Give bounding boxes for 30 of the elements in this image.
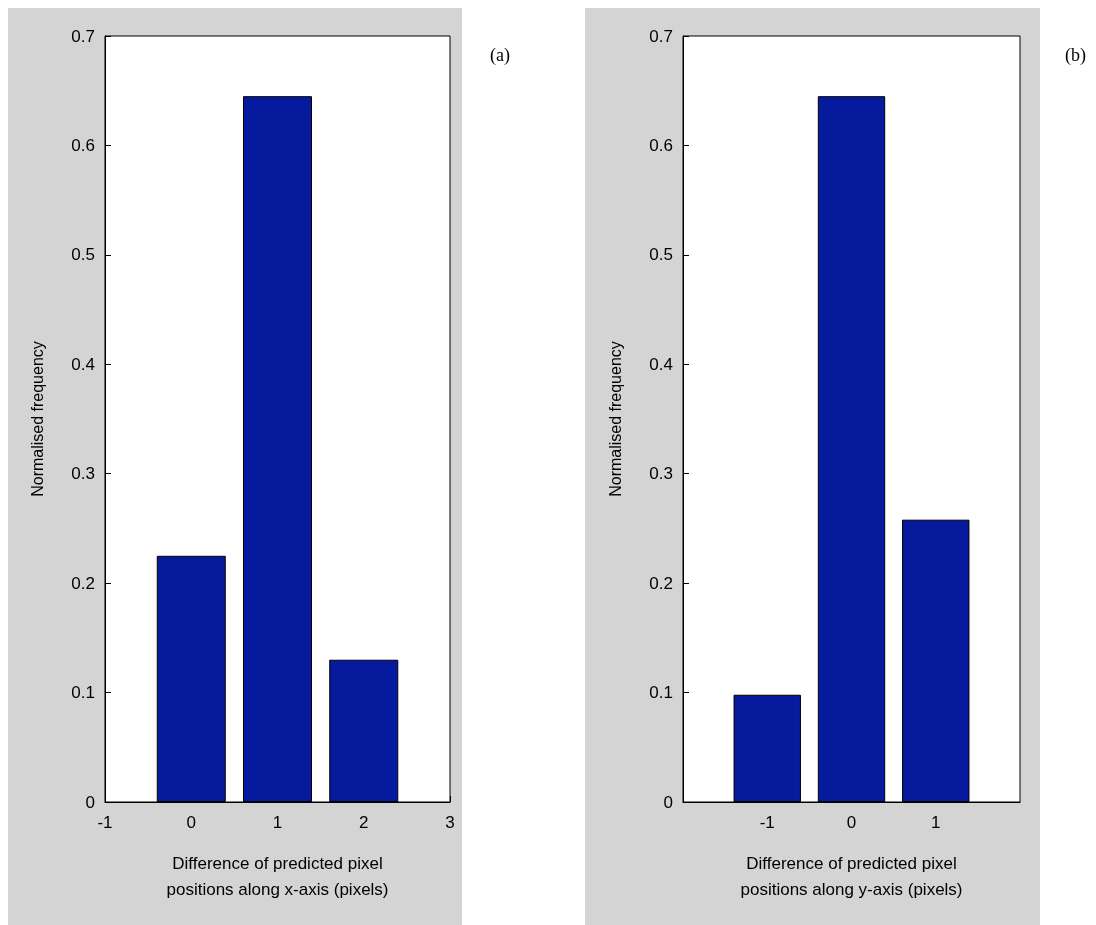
y-tick-label: 0 — [663, 792, 673, 812]
y-tick-label: 0.1 — [71, 683, 95, 703]
x-axis-title: Difference of predicted pixel positions along x-axis (pixels) — [166, 853, 389, 899]
x-tick-label: 0 — [846, 813, 857, 832]
x-tick-label: -1 — [97, 813, 113, 832]
x-tick-label: 1 — [931, 813, 941, 832]
y-tick-label: 0.4 — [649, 354, 673, 374]
y-tick-label: 0.5 — [71, 245, 95, 265]
y-tick-label: 0.2 — [71, 573, 95, 593]
y-tick-label: 0.6 — [71, 135, 95, 155]
y-tick-label: 0.3 — [71, 464, 95, 484]
y-tick-label: 0.6 — [649, 135, 673, 155]
y-tick-label: 0 — [85, 792, 95, 812]
y-tick-label: 0.4 — [71, 354, 95, 374]
y-tick-label: 0.1 — [649, 683, 673, 703]
text: (a) — [490, 45, 510, 66]
y-tick-label: 0.7 — [71, 26, 95, 46]
y-axis-title: Normalised frequency — [28, 341, 46, 497]
y-tick-label: 0.7 — [649, 26, 673, 46]
x-tick-label: 1 — [272, 813, 283, 832]
y-tick-label: 0.3 — [649, 464, 673, 484]
x-tick-label: 0 — [186, 813, 196, 832]
x-tick-label: 2 — [359, 813, 369, 832]
x-tick-label: -1 — [759, 813, 775, 832]
x-tick-label: 3 — [445, 813, 455, 832]
y-tick-label: 0.5 — [649, 245, 673, 265]
text: (b) — [1065, 45, 1086, 66]
y-tick-label: 0.2 — [649, 573, 673, 593]
y-axis-title: Normalised frequency — [606, 341, 624, 497]
x-axis-title: Difference of predicted pixel positions along y-axis (pixels) — [740, 853, 963, 899]
